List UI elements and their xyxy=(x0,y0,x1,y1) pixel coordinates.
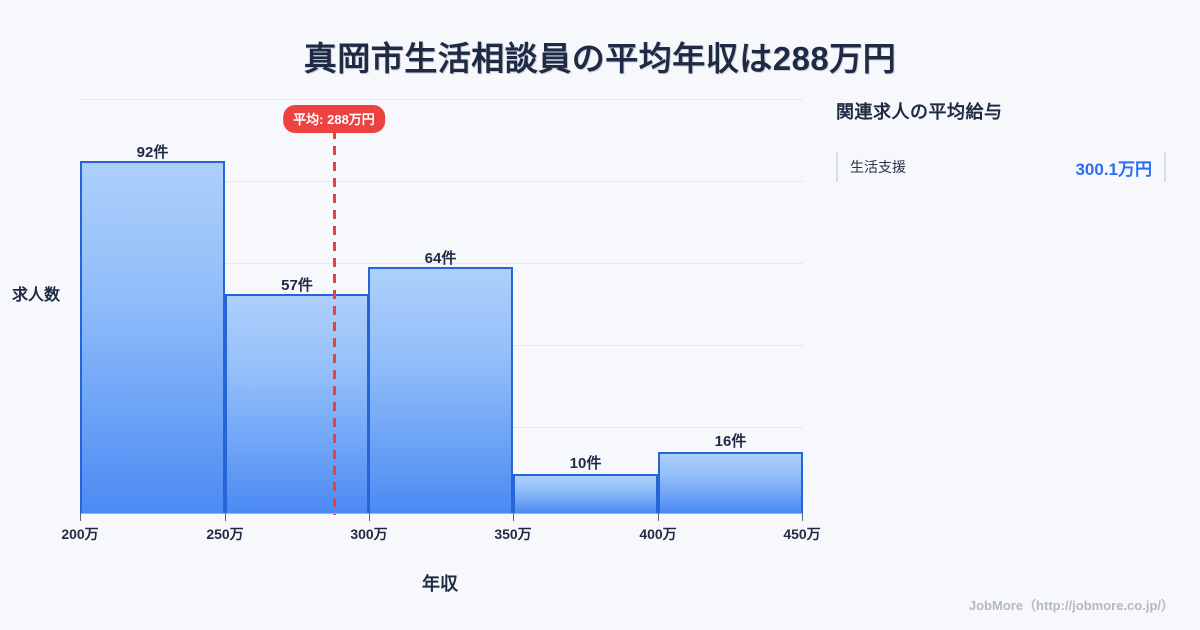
bar-value-label: 64件 xyxy=(424,250,457,267)
x-tick-mark xyxy=(658,513,659,521)
bar-value-label: 10件 xyxy=(569,455,602,472)
y-axis-title: 求人数 xyxy=(12,287,61,304)
gridline xyxy=(80,99,803,100)
bar-value-label: 92件 xyxy=(136,144,169,161)
x-tick-label: 350万 xyxy=(494,526,532,542)
gridline xyxy=(80,263,803,264)
related-salary-title: 関連求人の平均給与 xyxy=(836,102,1003,122)
bar-300-350[interactable] xyxy=(368,267,513,513)
x-tick-mark xyxy=(225,513,226,521)
x-tick-label: 400万 xyxy=(639,526,677,542)
related-salary-panel: 関連求人の平均給与 生活支援 300.1万円 xyxy=(836,98,1166,184)
bar-value-label: 57件 xyxy=(281,277,313,294)
x-tick-label: 250万 xyxy=(206,526,244,542)
gridline xyxy=(80,181,803,182)
bar-400-450[interactable] xyxy=(658,452,803,513)
related-salary-row[interactable]: 生活支援 300.1万円 xyxy=(836,150,1166,184)
x-tick-mark xyxy=(80,513,81,521)
x-tick-label: 300万 xyxy=(350,526,388,542)
x-tick-label: 200万 xyxy=(61,526,99,542)
x-axis-line xyxy=(80,513,803,514)
average-badge: 平均: 288万円 xyxy=(283,105,385,133)
histogram-chart: 92件 57件 64件 10件 16件 200万 250万 300万 350万 … xyxy=(12,99,821,594)
related-salary-row-value: 300.1万円 xyxy=(1075,159,1152,179)
related-salary-row-label: 生活支援 xyxy=(850,159,906,175)
x-tick-mark xyxy=(369,513,370,521)
bar-350-400[interactable] xyxy=(513,474,658,513)
x-axis-title: 年収 xyxy=(422,574,458,594)
footer-attribution: JobMore（http://jobmore.co.jp/） xyxy=(968,598,1174,613)
x-tick-label: 450万 xyxy=(783,526,821,542)
average-line xyxy=(333,130,336,515)
x-tick-mark xyxy=(802,513,803,521)
bar-value-label: 16件 xyxy=(714,433,747,450)
bar-250-300[interactable] xyxy=(225,294,369,513)
x-tick-mark xyxy=(513,513,514,521)
page-title: 真岡市生活相談員の平均年収は288万円 xyxy=(303,40,897,77)
bar-200-250[interactable] xyxy=(80,161,225,513)
